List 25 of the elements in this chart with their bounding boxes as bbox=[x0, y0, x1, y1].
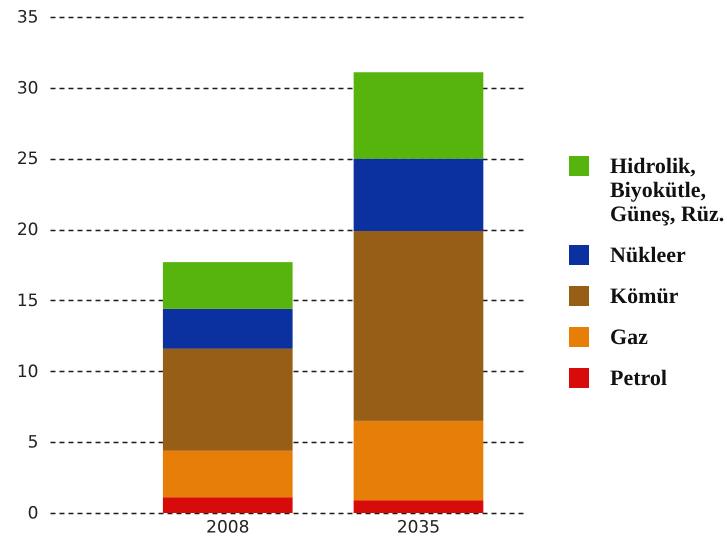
bar bbox=[162, 348, 293, 451]
y-tick-label: 15 bbox=[16, 290, 38, 311]
legend-label: Nükleer bbox=[610, 242, 686, 267]
y-tick-label: 10 bbox=[16, 362, 38, 382]
y-tick-label: 0 bbox=[28, 504, 38, 524]
legend-label: Hidrolik, Biyokütle, Güneş, Rüz. bbox=[610, 153, 724, 226]
y-tick-label: 20 bbox=[16, 220, 38, 240]
y-tick-label: 25 bbox=[16, 149, 38, 170]
bar bbox=[354, 420, 484, 500]
y-tick-label: 30 bbox=[16, 78, 38, 98]
x-tick-label: 2008 bbox=[206, 518, 250, 538]
legend-label: Gaz bbox=[610, 324, 648, 349]
legend-label: Kömür bbox=[610, 283, 679, 308]
bar bbox=[354, 72, 484, 159]
bar bbox=[354, 158, 484, 231]
bar bbox=[162, 450, 293, 498]
bar bbox=[354, 500, 484, 513]
y-tick-label: 35 bbox=[16, 8, 38, 28]
x-tick-label: 2035 bbox=[396, 518, 440, 538]
bar bbox=[162, 497, 293, 513]
bar bbox=[162, 308, 293, 349]
legend-label: Petrol bbox=[610, 365, 668, 390]
y-tick-label: 5 bbox=[28, 432, 38, 453]
bar bbox=[162, 262, 293, 309]
bar bbox=[354, 230, 484, 421]
